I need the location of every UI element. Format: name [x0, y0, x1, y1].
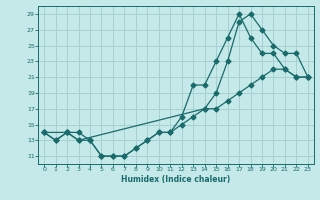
X-axis label: Humidex (Indice chaleur): Humidex (Indice chaleur): [121, 175, 231, 184]
